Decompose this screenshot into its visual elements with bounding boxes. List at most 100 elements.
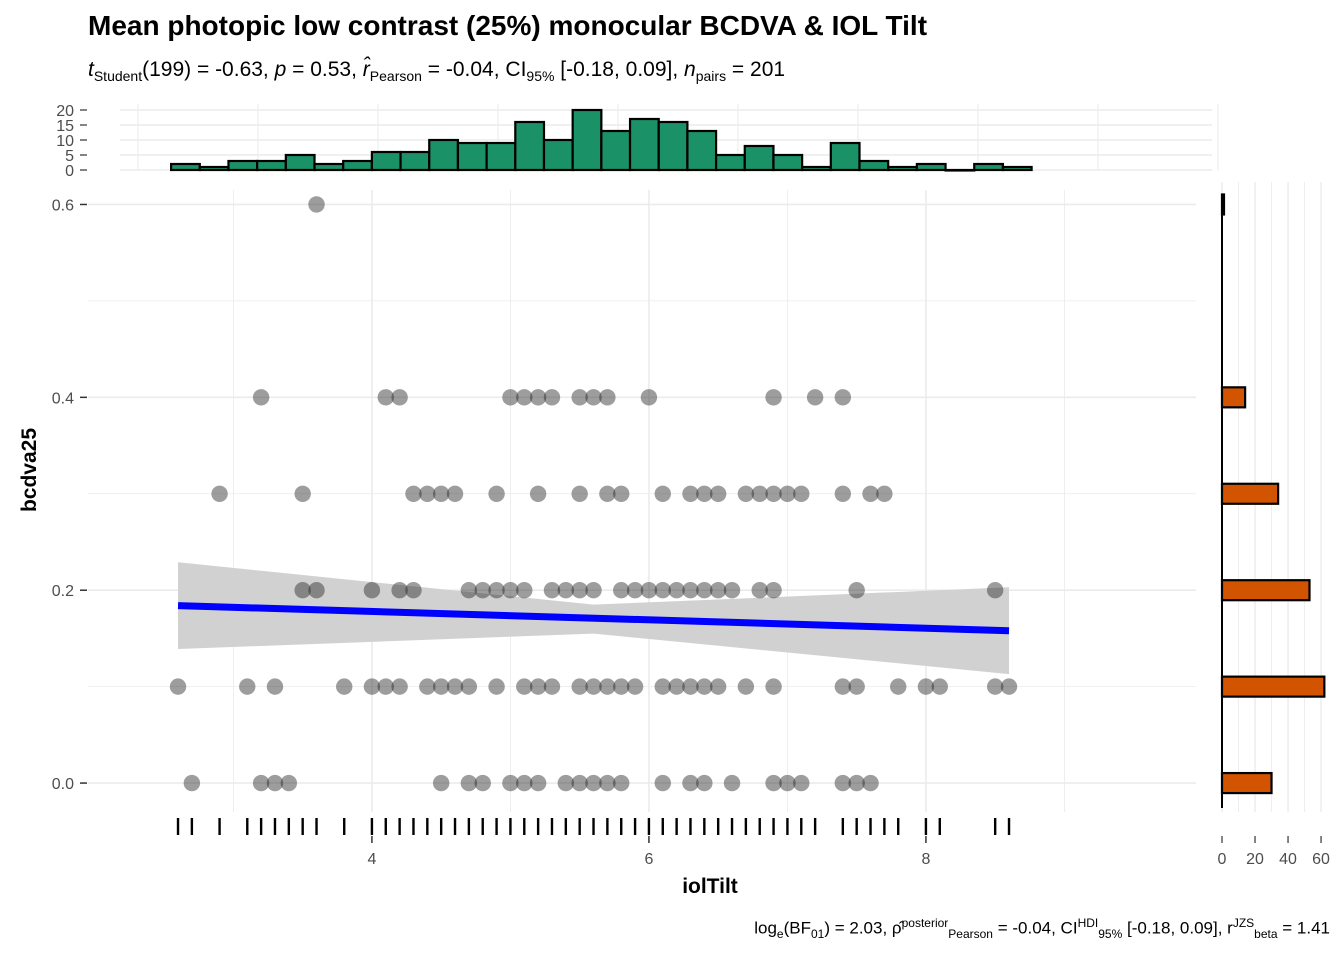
- data-point: [557, 582, 575, 599]
- caption-rho-value: = -0.04, CI: [992, 918, 1078, 938]
- x-hist-bar: [256, 159, 287, 172]
- data-point: [446, 678, 464, 695]
- data-point: [986, 678, 1004, 695]
- data-point: [834, 389, 852, 406]
- data-point: [502, 389, 519, 406]
- data-point: [668, 678, 685, 695]
- y-axis-title: bcdva25: [18, 428, 41, 512]
- subtitle-t-sub: Student: [93, 68, 143, 85]
- x-hist-bar: [370, 150, 402, 172]
- data-point: [419, 485, 436, 502]
- data-point: [211, 485, 228, 502]
- caption-bf-prefix-sub: e: [776, 927, 784, 942]
- x-hist-bar: [743, 144, 775, 172]
- caption-ci-sub: 95%: [1098, 927, 1123, 942]
- rug-layer: [176, 818, 1011, 835]
- data-point: [460, 582, 478, 599]
- data-point: [529, 678, 547, 695]
- data-point: [682, 678, 699, 695]
- data-point: [682, 774, 699, 792]
- data-point: [543, 389, 561, 406]
- x-hist-bar: [1001, 165, 1033, 172]
- subtitle-n-symbol: n: [684, 58, 696, 81]
- y-hist-tick-label: 40: [1279, 851, 1297, 868]
- data-point: [834, 678, 852, 695]
- data-point: [1000, 678, 1018, 695]
- data-point: [793, 485, 810, 502]
- x-hist-bar: [944, 168, 976, 172]
- data-point: [252, 774, 270, 792]
- x-hist-bar: [170, 162, 201, 172]
- x-hist-bar: [399, 150, 431, 172]
- data-point: [723, 582, 741, 599]
- y-hist-tick-label: 20: [1246, 851, 1264, 868]
- subtitle-ci-value: [-0.18, 0.09],: [554, 58, 685, 81]
- data-point: [848, 678, 865, 695]
- data-point: [765, 582, 782, 599]
- data-point: [557, 774, 575, 792]
- x-tick-label: 8: [921, 851, 930, 868]
- y-hist-tick-label: 60: [1312, 851, 1330, 868]
- data-point: [876, 485, 893, 502]
- x-hist-bar: [973, 162, 1005, 172]
- data-point: [405, 485, 422, 502]
- x-hist-bar: [600, 129, 632, 172]
- data-point: [516, 678, 533, 695]
- y-hist-tick-label: 0: [1218, 851, 1227, 868]
- data-point: [266, 678, 284, 695]
- subtitle-ci-sub: 95%: [526, 68, 555, 85]
- y-tick-label: 0.0: [52, 776, 74, 793]
- caption-bf-prefix: log: [754, 918, 777, 938]
- data-point: [682, 485, 699, 502]
- data-point: [474, 774, 491, 792]
- data-point: [502, 582, 519, 599]
- data-point: [391, 582, 408, 599]
- data-point: [709, 678, 727, 695]
- data-point: [488, 485, 505, 502]
- data-point: [599, 774, 616, 792]
- caption-bf-value: ) = 2.03, ρ̂: [824, 918, 902, 938]
- data-point: [419, 678, 436, 695]
- caption-ci-sup: HDI: [1077, 916, 1099, 930]
- chart-title: Mean photopic low contrast (25%) monocul…: [88, 10, 928, 41]
- data-point: [986, 582, 1004, 599]
- caption-rho-sub: Pearson: [948, 927, 993, 942]
- data-point: [488, 582, 505, 599]
- subtitle-r-sub: Pearson: [369, 68, 422, 85]
- chart-subtitle: tStudent(199) = -0.63, p = 0.53, r̂Pears…: [88, 58, 785, 84]
- data-point: [709, 582, 727, 599]
- x-hist-bar: [227, 159, 259, 172]
- y-tick-label: 0.4: [52, 390, 74, 407]
- data-point: [765, 389, 782, 406]
- data-point: [405, 582, 422, 599]
- data-point: [765, 485, 782, 502]
- x-hist-bar: [198, 165, 230, 172]
- data-point: [848, 774, 865, 792]
- data-point: [377, 678, 394, 695]
- data-point: [709, 485, 727, 502]
- x-hist-tick-label: 0: [65, 163, 74, 180]
- x-hist-tick-label: 20: [56, 103, 74, 120]
- x-hist-tick-label: 15: [56, 118, 74, 135]
- data-point: [460, 678, 478, 695]
- data-point: [779, 774, 796, 792]
- data-point: [474, 582, 491, 599]
- x-hist-bar: [829, 141, 861, 172]
- x-hist-bar: [657, 120, 689, 172]
- y-hist-bar: [1220, 675, 1326, 698]
- x-hist-bar: [801, 165, 832, 172]
- data-point: [308, 582, 325, 599]
- x-hist-bar: [313, 162, 345, 172]
- data-point: [183, 774, 201, 792]
- regression-line-layer: [177, 602, 1010, 635]
- y-hist-bar: [1220, 193, 1226, 216]
- data-point: [793, 774, 810, 792]
- data-point: [806, 389, 824, 406]
- y-tick-label: 0.2: [52, 583, 74, 600]
- data-point: [613, 774, 630, 792]
- data-point: [516, 582, 533, 599]
- data-point: [571, 774, 588, 792]
- x-axis-title: iolTilt: [682, 875, 738, 898]
- data-point: [696, 582, 713, 599]
